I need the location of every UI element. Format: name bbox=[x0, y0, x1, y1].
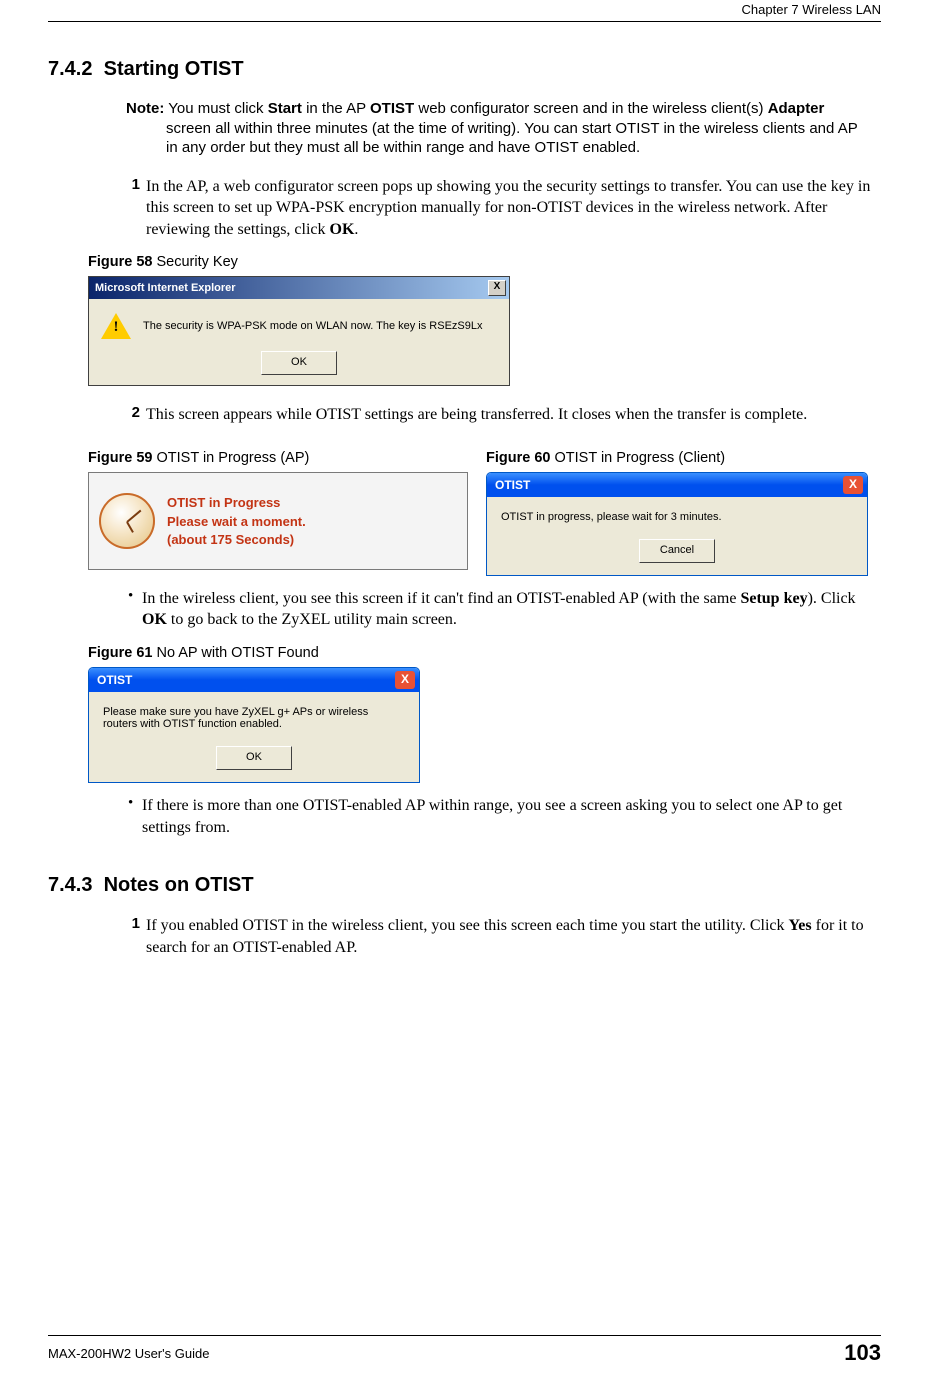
figure-title: Security Key bbox=[152, 254, 237, 270]
fig59-line3: (about 175 Seconds) bbox=[167, 531, 306, 549]
running-header: Chapter 7 Wireless LAN bbox=[48, 2, 881, 17]
section-title: Starting OTIST bbox=[104, 58, 244, 80]
dialog-title: OTIST bbox=[97, 673, 395, 687]
note-text-2: in the AP bbox=[302, 100, 370, 117]
figure-58-caption: Figure 58 Security Key bbox=[88, 254, 881, 270]
dialog-title: Microsoft Internet Explorer bbox=[95, 282, 488, 294]
step-743-1: 1 If you enabled OTIST in the wireless c… bbox=[122, 915, 881, 958]
figure-title: OTIST in Progress (Client) bbox=[550, 450, 725, 466]
ok-button[interactable]: OK bbox=[261, 351, 337, 375]
b1-pre: In the wireless client, you see this scr… bbox=[142, 590, 740, 607]
warning-icon bbox=[101, 313, 131, 339]
bullet-body: If there is more than one OTIST-enabled … bbox=[142, 795, 881, 838]
section-heading-743: 7.4.3 Notes on OTIST bbox=[48, 874, 881, 897]
footer-guide-name: MAX-200HW2 User's Guide bbox=[48, 1346, 209, 1361]
ok-button[interactable]: OK bbox=[216, 746, 292, 770]
note-bold-start: Start bbox=[268, 100, 302, 117]
step-2: 2 This screen appears while OTIST settin… bbox=[122, 404, 881, 426]
figure-61-caption: Figure 61 No AP with OTIST Found bbox=[88, 645, 881, 661]
cancel-button[interactable]: Cancel bbox=[639, 539, 715, 563]
dialog-message: The security is WPA-PSK mode on WLAN now… bbox=[143, 320, 483, 332]
page: Chapter 7 Wireless LAN 7.4.2 Starting OT… bbox=[0, 0, 929, 1392]
figure-title: No AP with OTIST Found bbox=[152, 645, 318, 661]
b1-ok: OK bbox=[142, 611, 167, 628]
b1-post: to go back to the ZyXEL utility main scr… bbox=[167, 611, 457, 628]
note-text-1: You must click bbox=[164, 100, 267, 117]
figure-60-caption: Figure 60 OTIST in Progress (Client) bbox=[486, 450, 868, 466]
step1-pre: In the AP, a web configurator screen pop… bbox=[146, 178, 870, 238]
bullet-1: • In the wireless client, you see this s… bbox=[128, 588, 881, 631]
dialog-titlebar: OTIST X bbox=[89, 668, 419, 692]
step-1: 1 In the AP, a web configurator screen p… bbox=[122, 176, 881, 241]
step1-ok: OK bbox=[330, 221, 355, 238]
step1-post: . bbox=[354, 221, 358, 238]
section-heading-742: 7.4.2 Starting OTIST bbox=[48, 58, 881, 81]
note-bold-otist: OTIST bbox=[370, 100, 414, 117]
section-number: 7.4.2 bbox=[48, 58, 92, 80]
figure-61-dialog: OTIST X Please make sure you have ZyXEL … bbox=[88, 667, 420, 783]
figure-60-col: Figure 60 OTIST in Progress (Client) OTI… bbox=[486, 436, 868, 576]
step-body: This screen appears while OTIST settings… bbox=[146, 404, 881, 426]
figure-60-dialog: OTIST X OTIST in progress, please wait f… bbox=[486, 472, 868, 576]
dialog-message: Please make sure you have ZyXEL g+ APs o… bbox=[103, 706, 405, 730]
dialog-title: OTIST bbox=[495, 478, 843, 492]
step-body: In the AP, a web configurator screen pop… bbox=[146, 176, 881, 241]
bullet-dot: • bbox=[128, 795, 142, 838]
dialog-client: Please make sure you have ZyXEL g+ APs o… bbox=[89, 692, 419, 782]
bullet-body: In the wireless client, you see this scr… bbox=[142, 588, 881, 631]
section-number: 7.4.3 bbox=[48, 874, 92, 896]
figure-number: Figure 59 bbox=[88, 450, 152, 466]
step-number: 1 bbox=[122, 176, 140, 241]
close-icon[interactable]: X bbox=[395, 671, 415, 689]
clock-icon bbox=[99, 493, 155, 549]
figure-59-col: Figure 59 OTIST in Progress (AP) OTIST i… bbox=[88, 436, 468, 576]
note-label: Note: bbox=[126, 100, 164, 117]
step-number: 2 bbox=[122, 404, 140, 426]
figure-59-panel: OTIST in Progress Please wait a moment. … bbox=[88, 472, 468, 570]
section-title: Notes on OTIST bbox=[104, 874, 254, 896]
figure-title: OTIST in Progress (AP) bbox=[152, 450, 309, 466]
b1-setup: Setup key bbox=[740, 590, 807, 607]
close-icon[interactable]: X bbox=[843, 476, 863, 494]
s743-yes: Yes bbox=[789, 917, 812, 934]
close-icon[interactable]: X bbox=[488, 280, 506, 296]
header-rule bbox=[48, 21, 881, 22]
figure-58-dialog: Microsoft Internet Explorer X The securi… bbox=[88, 276, 510, 386]
page-number: 103 bbox=[844, 1340, 881, 1366]
step-number: 1 bbox=[122, 915, 140, 958]
step-body: If you enabled OTIST in the wireless cli… bbox=[146, 915, 881, 958]
figure-row: Figure 59 OTIST in Progress (AP) OTIST i… bbox=[88, 436, 881, 576]
footer: MAX-200HW2 User's Guide 103 bbox=[48, 1335, 881, 1366]
dialog-client: The security is WPA-PSK mode on WLAN now… bbox=[89, 299, 509, 385]
note-bold-adapter: Adapter bbox=[768, 100, 825, 117]
figure-59-caption: Figure 59 OTIST in Progress (AP) bbox=[88, 450, 468, 466]
note-text-4: screen all within three minutes (at the … bbox=[166, 120, 857, 157]
figure-59-text: OTIST in Progress Please wait a moment. … bbox=[167, 494, 306, 549]
fig59-line1: OTIST in Progress bbox=[167, 494, 306, 512]
bullet-dot: • bbox=[128, 588, 142, 631]
b1-mid: ). Click bbox=[808, 590, 856, 607]
footer-rule bbox=[48, 1335, 881, 1336]
dialog-titlebar: OTIST X bbox=[487, 473, 867, 497]
s743-pre: If you enabled OTIST in the wireless cli… bbox=[146, 917, 789, 934]
bullet-2: • If there is more than one OTIST-enable… bbox=[128, 795, 881, 838]
note-block: Note: You must click Start in the AP OTI… bbox=[126, 99, 861, 158]
figure-number: Figure 61 bbox=[88, 645, 152, 661]
fig59-line2: Please wait a moment. bbox=[167, 513, 306, 531]
figure-number: Figure 58 bbox=[88, 254, 152, 270]
dialog-titlebar: Microsoft Internet Explorer X bbox=[89, 277, 509, 299]
dialog-client: OTIST in progress, please wait for 3 min… bbox=[487, 497, 867, 575]
note-text-3: web configurator screen and in the wirel… bbox=[414, 100, 768, 117]
figure-number: Figure 60 bbox=[486, 450, 550, 466]
dialog-message: OTIST in progress, please wait for 3 min… bbox=[501, 511, 853, 523]
